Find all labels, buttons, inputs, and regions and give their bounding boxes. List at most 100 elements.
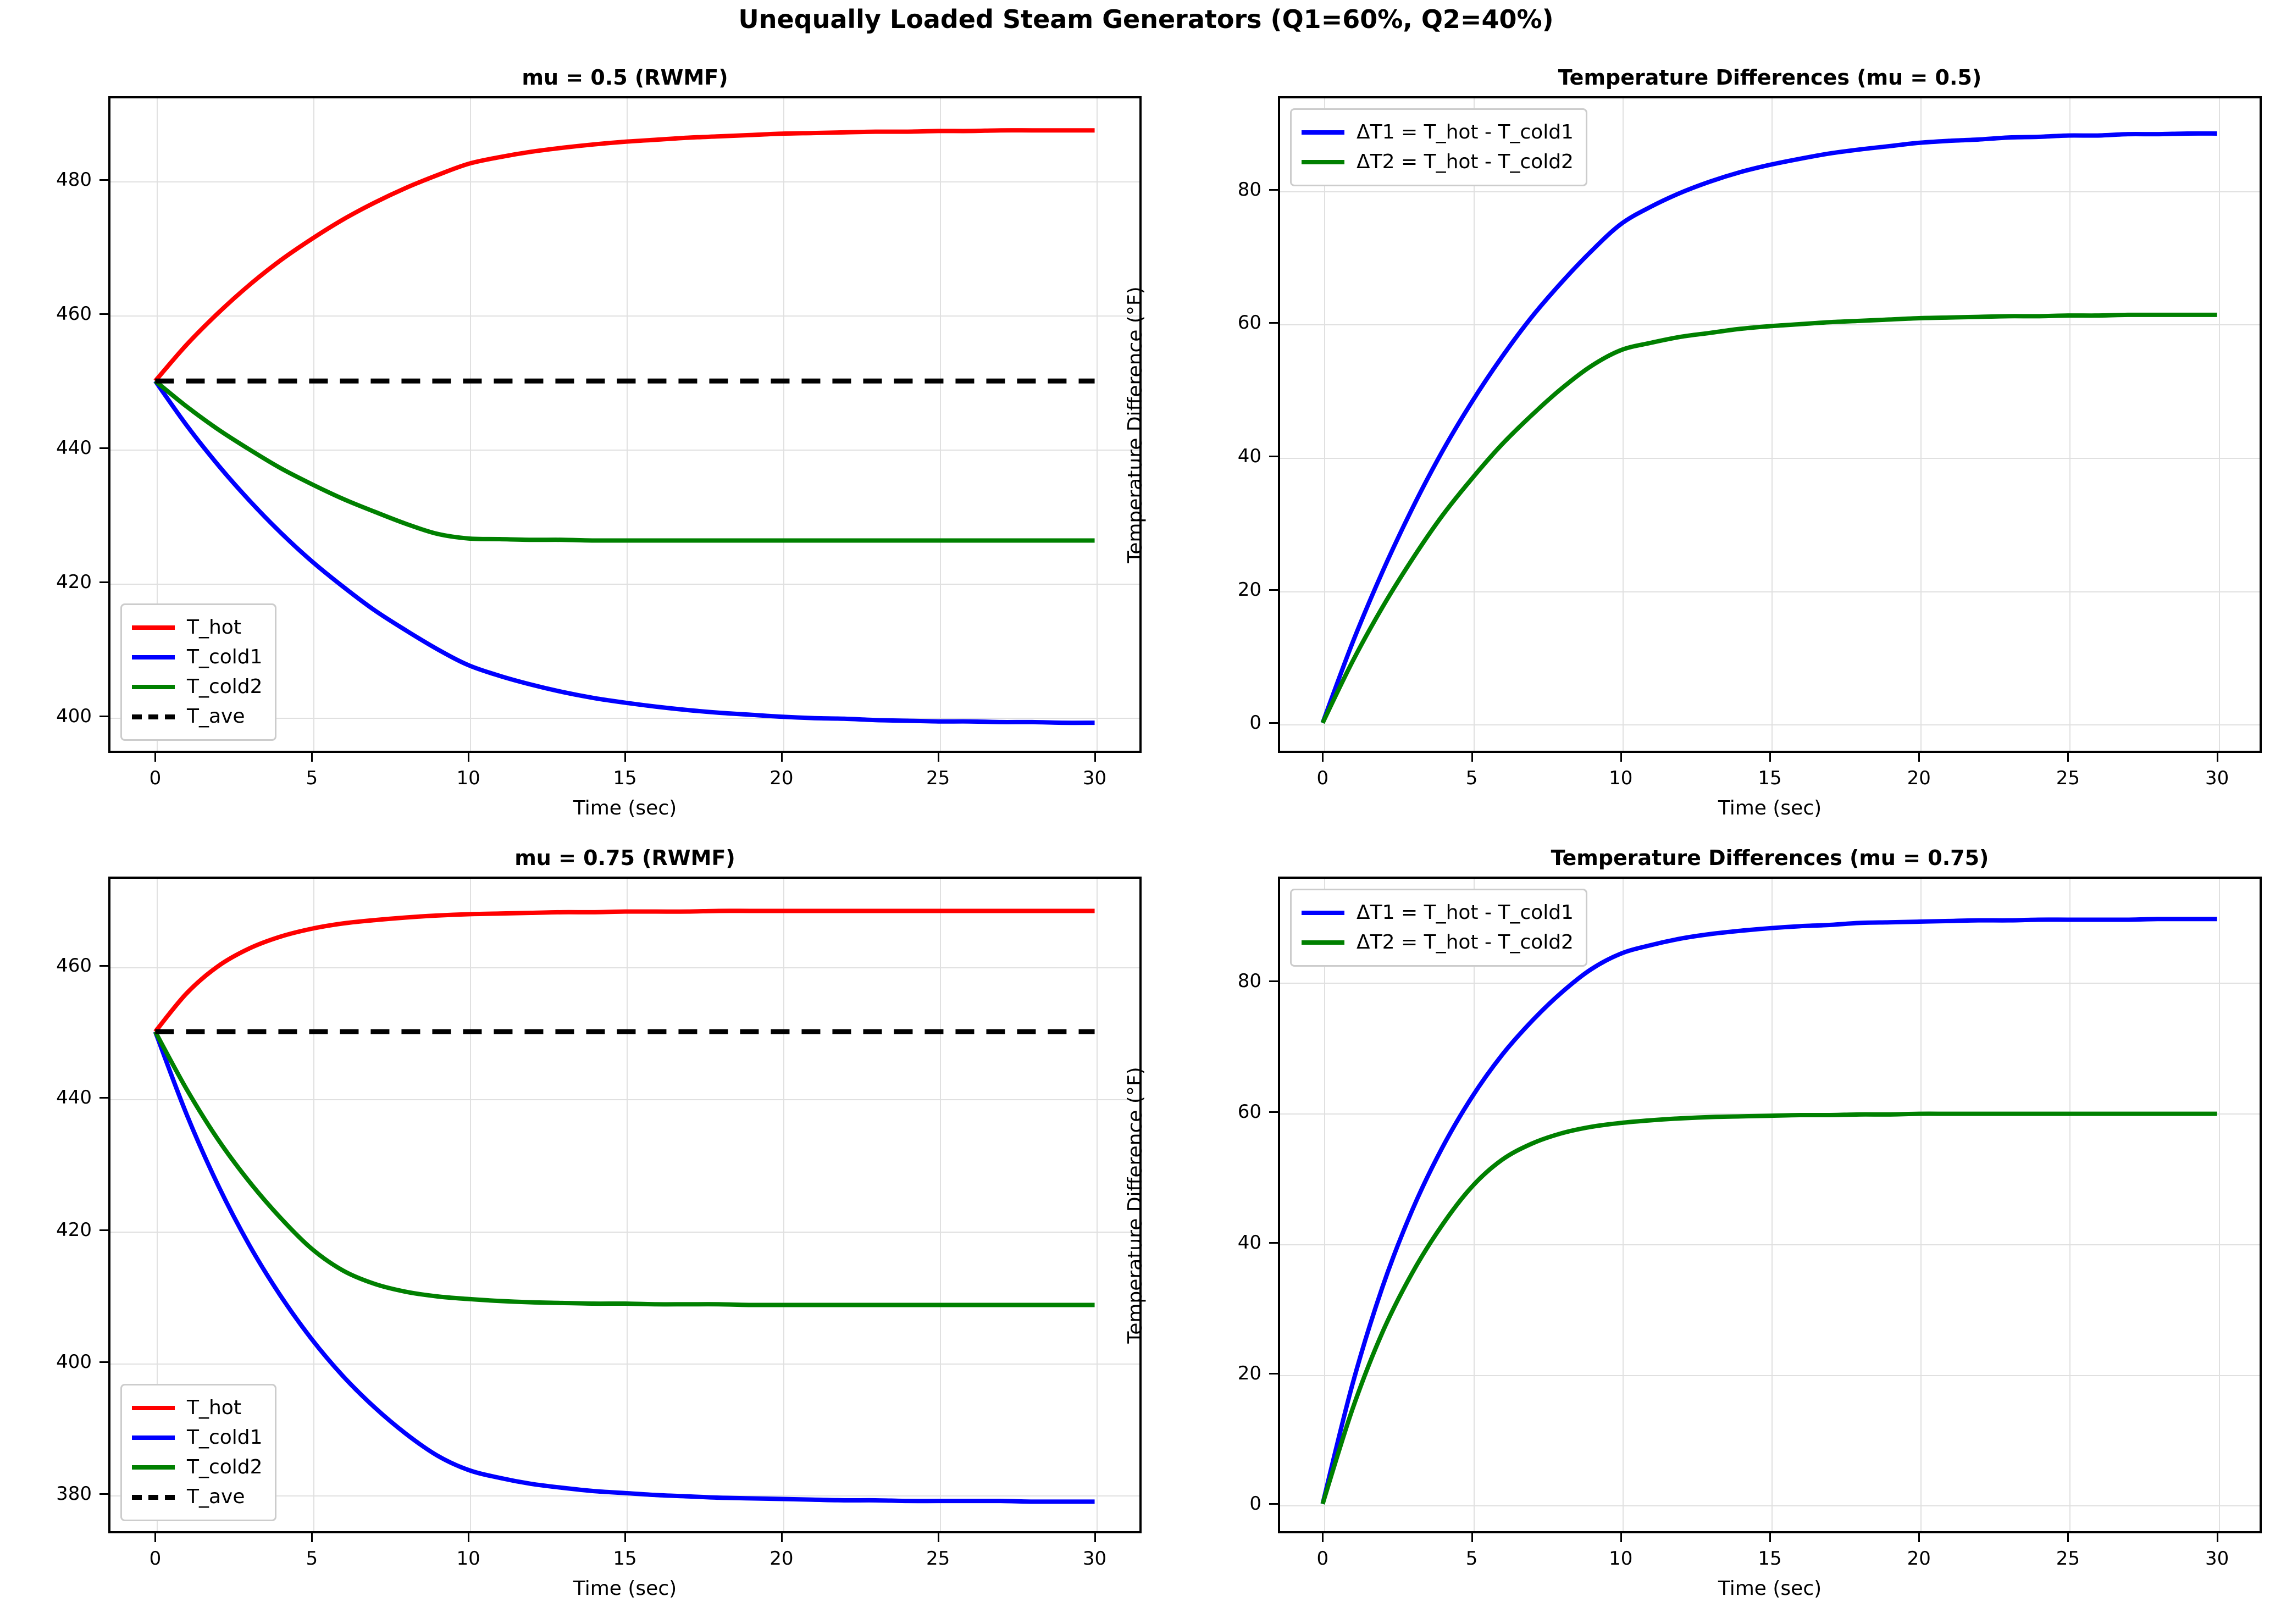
- y-tick-label: 40: [1237, 1231, 1261, 1254]
- x-tick-mark: [468, 753, 470, 762]
- y-tick-label: 80: [1237, 970, 1261, 993]
- x-tick-label: 5: [1465, 1548, 1478, 1570]
- x-tick-mark: [1094, 753, 1096, 762]
- x-tick-label: 25: [926, 767, 950, 789]
- plot-area[interactable]: [108, 877, 1142, 1533]
- legend-label: T_cold1: [187, 646, 263, 668]
- legend-swatch-icon: [132, 1465, 175, 1470]
- gridline-horizontal: [1280, 591, 2260, 592]
- legend-item: T_ave: [132, 1482, 263, 1512]
- x-tick-label: 10: [456, 1548, 480, 1570]
- legend-item: ΔT2 = T_hot - T_cold2: [1302, 147, 1574, 177]
- gridline-vertical: [1771, 879, 1773, 1531]
- x-tick-mark: [1322, 1533, 1324, 1542]
- y-tick-label: 420: [56, 571, 92, 594]
- x-tick-label: 10: [1609, 1548, 1633, 1570]
- gridline-horizontal: [110, 1363, 1139, 1365]
- gridline-horizontal: [110, 584, 1139, 585]
- gridline-vertical: [1622, 98, 1624, 751]
- gridline-horizontal: [1280, 724, 2260, 726]
- legend-item: T_hot: [132, 613, 263, 642]
- gridline-vertical: [470, 879, 472, 1531]
- legend-swatch-icon: [1302, 160, 1344, 164]
- legend-label: T_ave: [187, 1486, 245, 1508]
- y-tick-label: 0: [1249, 712, 1261, 734]
- gridline-horizontal: [110, 315, 1139, 317]
- x-tick-mark: [624, 753, 626, 762]
- legend-swatch-icon: [1302, 130, 1344, 135]
- y-tick-label: 460: [56, 955, 92, 977]
- x-axis-label: Time (sec): [573, 797, 677, 819]
- legend-label: T_hot: [187, 616, 241, 639]
- series-line: [153, 1030, 1095, 1307]
- x-tick-mark: [311, 1533, 313, 1542]
- x-tick-label: 30: [1082, 1548, 1107, 1570]
- y-tick-mark: [99, 1361, 108, 1363]
- figure-title: Unequally Loaded Steam Generators (Q1=60…: [738, 4, 1554, 34]
- legend[interactable]: T_hot T_cold1 T_cold2 T_ave: [120, 603, 276, 741]
- x-tick-mark: [624, 1533, 626, 1542]
- gridline-vertical: [2069, 98, 2071, 751]
- x-tick-mark: [1620, 753, 1622, 762]
- x-tick-mark: [154, 1533, 157, 1542]
- gridline-horizontal: [110, 717, 1139, 719]
- gridline-vertical: [1324, 879, 1326, 1531]
- x-tick-label: 20: [769, 1548, 794, 1570]
- gridline-vertical: [157, 879, 158, 1531]
- x-tick-label: 0: [149, 1548, 162, 1570]
- plot-area[interactable]: [1278, 877, 2262, 1533]
- legend-item: ΔT2 = T_hot - T_cold2: [1302, 928, 1574, 957]
- x-tick-label: 20: [1907, 767, 1931, 789]
- gridline-horizontal: [1280, 191, 2260, 192]
- x-tick-mark: [2216, 1533, 2218, 1542]
- legend-label: ΔT2 = T_hot - T_cold2: [1357, 151, 1574, 173]
- x-axis-label: Time (sec): [1718, 797, 1822, 819]
- y-tick-label: 60: [1237, 312, 1261, 334]
- x-tick-mark: [2216, 753, 2218, 762]
- legend[interactable]: ΔT1 = T_hot - T_cold1 ΔT2 = T_hot - T_col…: [1290, 889, 1587, 967]
- gridline-horizontal: [110, 450, 1139, 451]
- gridline-horizontal: [110, 1231, 1139, 1233]
- legend-swatch-icon: [132, 655, 175, 659]
- series-line: [153, 1030, 1095, 1504]
- x-tick-label: 25: [926, 1548, 950, 1570]
- y-tick-mark: [99, 1229, 108, 1231]
- gridline-vertical: [939, 879, 941, 1531]
- curve-layer: [153, 908, 1095, 1504]
- legend[interactable]: ΔT1 = T_hot - T_cold1 ΔT2 = T_hot - T_col…: [1290, 108, 1587, 186]
- gridline-vertical: [2218, 879, 2220, 1531]
- gridline-vertical: [783, 879, 784, 1531]
- y-axis-label: Temperature Difference (°F): [1124, 286, 1147, 563]
- gridline-horizontal: [110, 1495, 1139, 1496]
- legend-label: ΔT2 = T_hot - T_cold2: [1357, 931, 1574, 954]
- y-tick-label: 440: [56, 1087, 92, 1109]
- x-tick-label: 10: [1609, 767, 1633, 789]
- plot-area[interactable]: [1278, 96, 2262, 753]
- y-tick-mark: [1269, 1372, 1278, 1374]
- legend-swatch-icon: [132, 1406, 175, 1410]
- y-tick-label: 400: [56, 705, 92, 727]
- x-tick-mark: [937, 1533, 939, 1542]
- x-tick-label: 15: [1758, 767, 1782, 789]
- legend-swatch-icon: [1302, 940, 1344, 945]
- y-tick-label: 480: [56, 169, 92, 191]
- y-tick-label: 80: [1237, 178, 1261, 201]
- x-tick-label: 30: [2205, 767, 2229, 789]
- legend-label: T_ave: [187, 705, 245, 728]
- x-tick-label: 5: [306, 767, 318, 789]
- x-tick-label: 25: [2056, 1548, 2080, 1570]
- y-axis-label: Temperature Difference (°F): [1124, 1066, 1147, 1344]
- legend[interactable]: T_hot T_cold1 T_cold2 T_ave: [120, 1384, 276, 1521]
- y-tick-label: 400: [56, 1350, 92, 1373]
- y-tick-mark: [99, 1493, 108, 1495]
- gridline-vertical: [313, 98, 315, 751]
- gridline-vertical: [1096, 98, 1098, 751]
- plot-area[interactable]: [108, 96, 1142, 753]
- x-tick-label: 30: [1082, 767, 1107, 789]
- gridline-vertical: [1096, 879, 1098, 1531]
- gridline-vertical: [939, 98, 941, 751]
- legend-item: ΔT1 = T_hot - T_cold1: [1302, 898, 1574, 928]
- legend-label: ΔT1 = T_hot - T_cold1: [1357, 121, 1574, 143]
- x-tick-mark: [1471, 753, 1473, 762]
